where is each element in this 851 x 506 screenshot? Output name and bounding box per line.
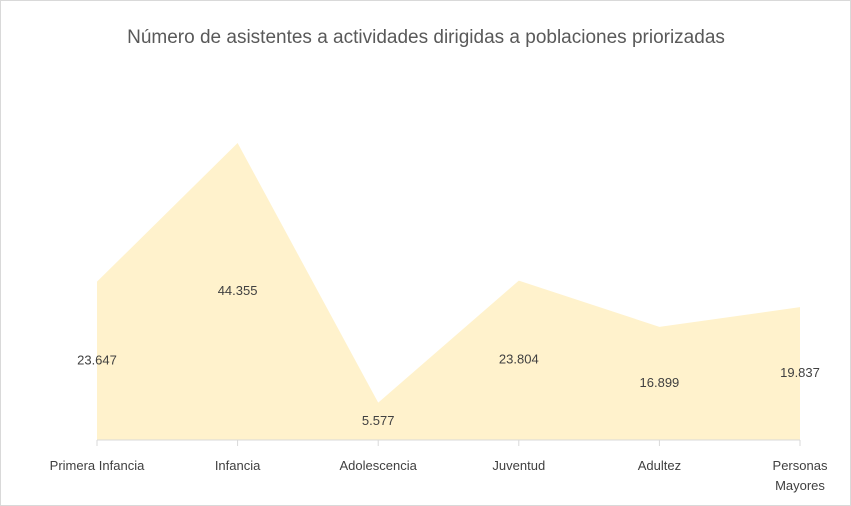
x-tick-label: Personas Mayores [772,458,828,493]
data-label: 16.899 [640,375,680,390]
area [97,143,800,440]
x-tick-label: Juventud [492,458,546,473]
data-label: 23.804 [499,352,539,367]
x-tick-label: Adolescencia [339,458,417,473]
x-tick-label: Infancia [214,458,261,473]
chart-title: Número de asistentes a actividades dirig… [127,27,725,48]
data-label: 44.355 [218,283,258,298]
data-label: 5.577 [362,413,395,428]
x-tick-label: Primera Infancia [49,458,145,473]
data-label: 19.837 [780,365,820,380]
data-label: 23.647 [77,352,117,367]
x-tick-label: Adultez [637,458,682,473]
